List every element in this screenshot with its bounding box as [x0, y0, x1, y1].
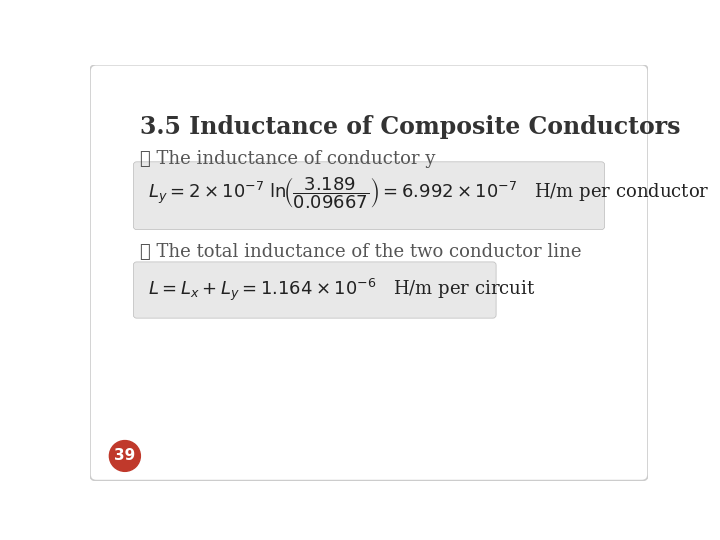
Text: 39: 39	[114, 448, 135, 463]
Text: $L_y = 2 \times 10^{-7}\ \mathrm{ln}\!\left(\dfrac{3.189}{0.09667}\right) = 6.99: $L_y = 2 \times 10^{-7}\ \mathrm{ln}\!\l…	[148, 176, 710, 211]
Circle shape	[109, 441, 140, 471]
FancyBboxPatch shape	[133, 162, 605, 230]
Text: $L = L_x + L_y = 1.164 \times 10^{-6}$   H/m per circuit: $L = L_x + L_y = 1.164 \times 10^{-6}$ H…	[148, 276, 536, 303]
FancyBboxPatch shape	[133, 262, 496, 318]
FancyBboxPatch shape	[90, 65, 648, 481]
Text: ♻ The total inductance of the two conductor line: ♻ The total inductance of the two conduc…	[140, 244, 582, 261]
Text: ♻ The inductance of conductor y: ♻ The inductance of conductor y	[140, 150, 436, 167]
Text: 3.5 Inductance of Composite Conductors: 3.5 Inductance of Composite Conductors	[140, 115, 681, 139]
